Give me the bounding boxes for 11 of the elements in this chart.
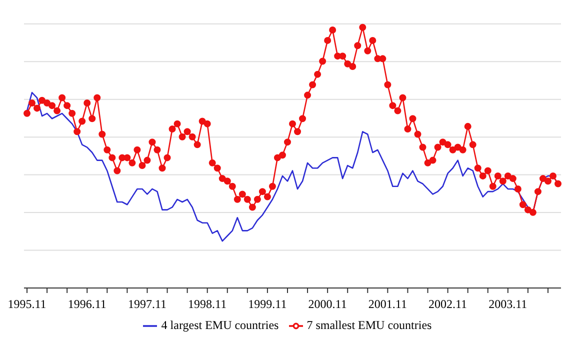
- x-tick-label: 1995.11: [8, 297, 46, 311]
- x-tick-label: 2000.11: [308, 297, 347, 311]
- legend-label: 4 largest EMU countries: [161, 318, 279, 332]
- x-tick-label: 1996.11: [68, 297, 106, 311]
- x-tick-label: 2002.11: [428, 297, 468, 311]
- legend-label: 7 smallest EMU countries: [306, 318, 432, 332]
- x-tick-label: 2003.11: [488, 297, 528, 311]
- x-tick-label: 2001.11: [368, 297, 407, 311]
- x-tick-label: 1997.11: [128, 297, 167, 311]
- x-tick-label: 1998.11: [188, 297, 227, 311]
- x-tick-label: 1999.11: [248, 297, 287, 311]
